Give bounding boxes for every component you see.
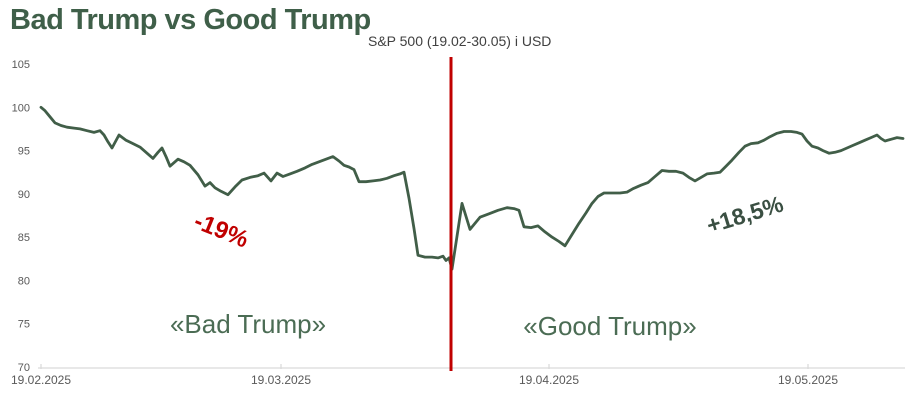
x-tick-label: 19.03.2025 (251, 373, 311, 387)
chart-title: Bad Trump vs Good Trump (10, 4, 371, 36)
y-tick-label: 105 (12, 59, 30, 71)
y-tick-label: 70 (18, 362, 30, 374)
y-tick-label: 90 (18, 189, 30, 201)
y-tick-label: 80 (18, 275, 30, 287)
y-tick-label: 75 (18, 319, 30, 331)
x-tick-label: 19.05.2025 (778, 373, 838, 387)
chart-subtitle: S&P 500 (19.02-30.05) i USD (368, 33, 552, 49)
y-tick-label: 95 (18, 146, 30, 158)
y-tick-label: 100 (12, 102, 30, 114)
x-tick-label: 19.04.2025 (519, 373, 579, 387)
bad-trump-phase-label: «Bad Trump» (169, 309, 327, 339)
good-trump-phase-label: «Good Trump» (523, 311, 697, 341)
y-tick-label: 85 (18, 232, 30, 244)
sp500-price-line (39, 105, 905, 271)
x-tick-label: 19.02.2025 (11, 373, 71, 387)
